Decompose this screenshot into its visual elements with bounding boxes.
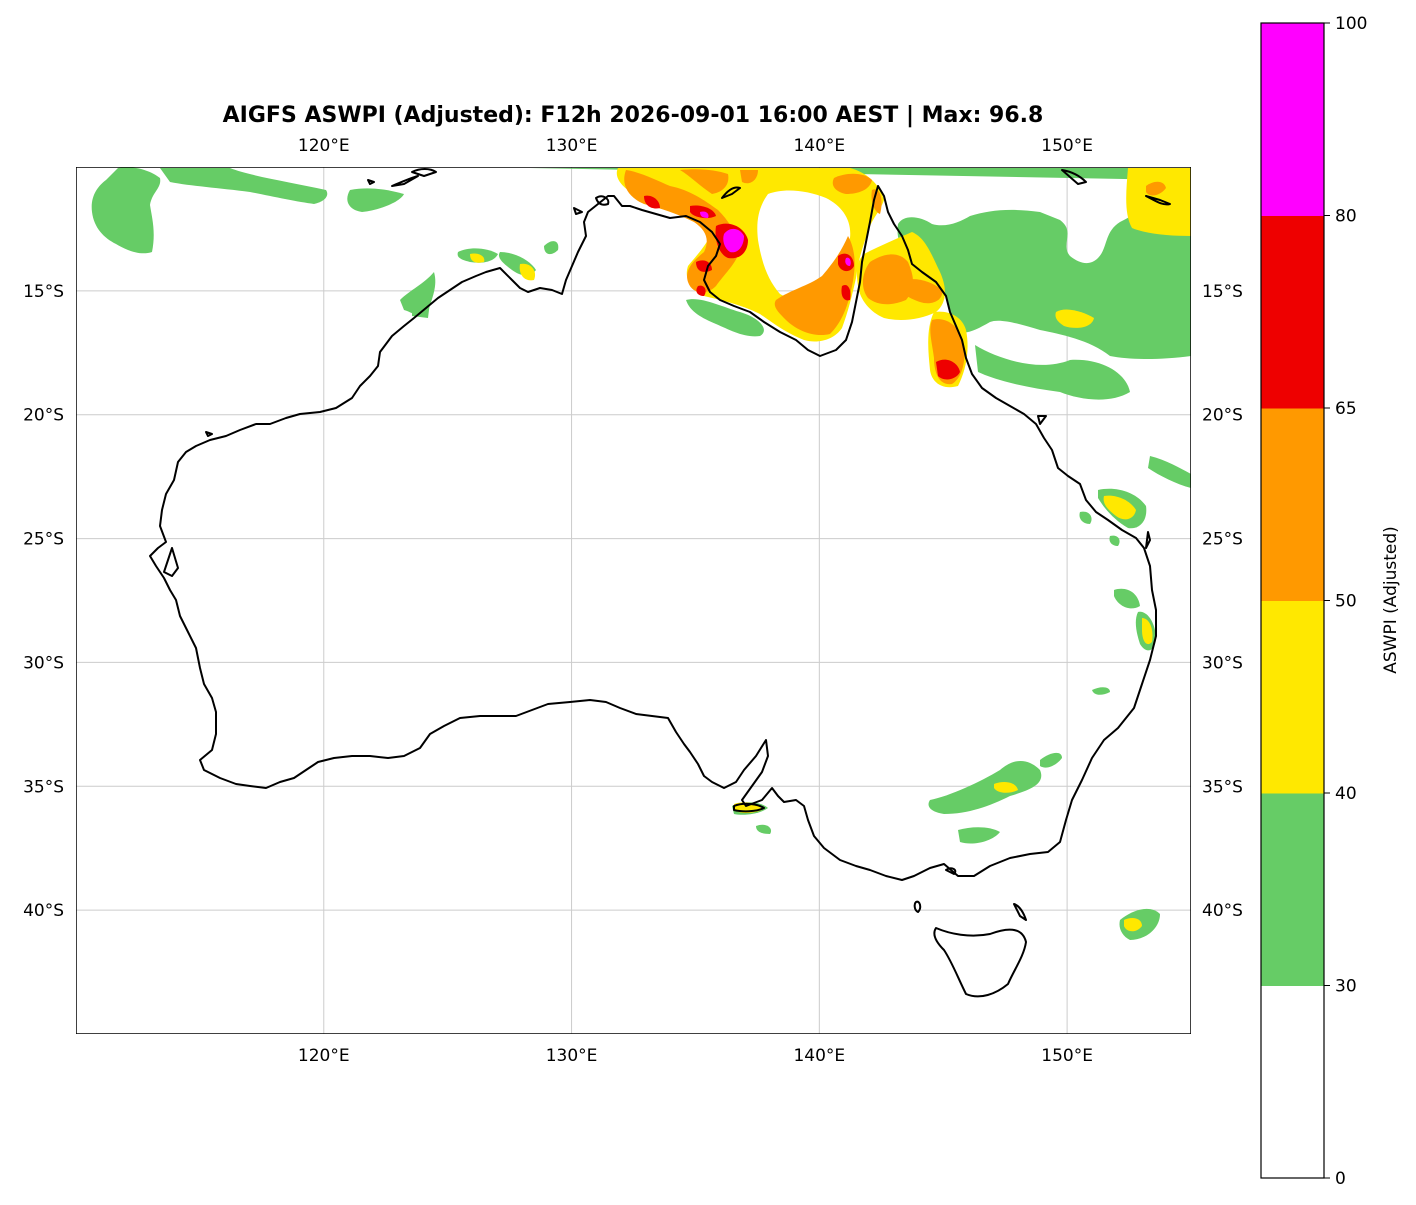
figure-title: AIGFS ASWPI (Adjusted): F12h 2026-09-01 … bbox=[223, 103, 1044, 128]
lat-tick-label-right: 25°S bbox=[1202, 530, 1243, 550]
colorbar-segment bbox=[1261, 985, 1324, 1179]
lat-tick-label-left: 20°S bbox=[23, 406, 64, 426]
lon-tick-label-bottom: 130°E bbox=[546, 1046, 598, 1066]
colorbar-label: ASWPI (Adjusted) bbox=[1381, 526, 1401, 674]
lat-tick-label-right: 15°S bbox=[1202, 282, 1243, 302]
field-level-80 bbox=[700, 211, 851, 266]
colorbar-tick-label: 30 bbox=[1335, 977, 1357, 997]
lat-tick-label-right: 20°S bbox=[1202, 406, 1243, 426]
colorbar-tick-label: 50 bbox=[1335, 592, 1357, 612]
lat-tick-label-right: 30°S bbox=[1202, 653, 1243, 673]
lon-tick-label-top: 120°E bbox=[298, 136, 350, 156]
lon-tick-label-bottom: 150°E bbox=[1041, 1046, 1093, 1066]
colorbar-segment bbox=[1261, 793, 1324, 986]
lat-tick-label-left: 15°S bbox=[23, 282, 64, 302]
colorbar-tick-label: 80 bbox=[1335, 207, 1357, 227]
colorbar-segment bbox=[1261, 215, 1324, 409]
lat-tick-label-left: 40°S bbox=[23, 901, 64, 921]
lat-tick-label-left: 30°S bbox=[23, 653, 64, 673]
colorbar-segment bbox=[1261, 408, 1324, 601]
lon-tick-label-top: 150°E bbox=[1041, 136, 1093, 156]
axis-tick-labels: 120°E 120°E 130°E 130°E 140°E 140°E 150°E 150°E… bbox=[23, 136, 1243, 1066]
colorbar-segment bbox=[1261, 600, 1324, 794]
lon-tick-label-top: 140°E bbox=[793, 136, 845, 156]
lon-tick-label-top: 130°E bbox=[546, 136, 598, 156]
colorbar-tick-label: 0 bbox=[1335, 1169, 1346, 1189]
lon-tick-label-bottom: 140°E bbox=[793, 1046, 845, 1066]
colorbar-tick-label: 100 bbox=[1335, 14, 1367, 34]
map-area bbox=[76, 167, 1191, 1034]
colorbar-tick-label: 40 bbox=[1335, 784, 1357, 804]
lon-tick-label-bottom: 120°E bbox=[298, 1046, 350, 1066]
colorbar-tick-label: 65 bbox=[1335, 399, 1357, 419]
colorbar-segment bbox=[1261, 23, 1324, 216]
colorbar: 0 30 40 50 65 80 100 ASWPI (Adjusted) bbox=[1260, 14, 1401, 1189]
lat-tick-label-left: 25°S bbox=[23, 530, 64, 550]
lat-tick-label-right: 35°S bbox=[1202, 777, 1243, 797]
lat-tick-label-left: 35°S bbox=[23, 777, 64, 797]
lat-tick-label-right: 40°S bbox=[1202, 901, 1243, 921]
coastline bbox=[149, 168, 1171, 998]
